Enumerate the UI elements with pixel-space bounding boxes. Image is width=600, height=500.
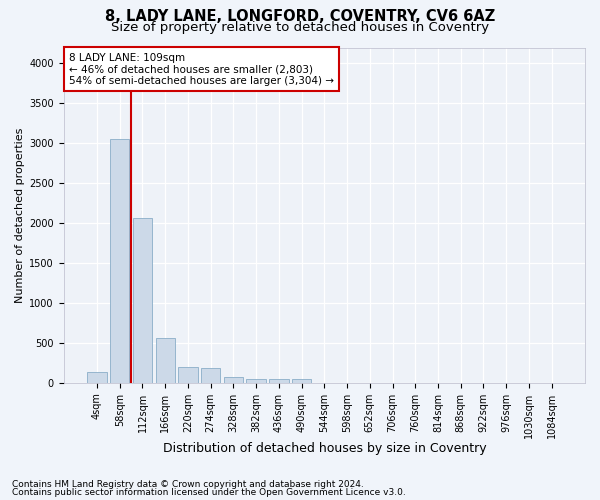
Y-axis label: Number of detached properties: Number of detached properties [15,128,25,303]
Bar [292,379,311,383]
Bar [110,138,130,383]
Bar [201,368,220,383]
Bar [224,378,243,383]
Bar [247,379,266,383]
Text: 8, LADY LANE, LONGFORD, COVENTRY, CV6 6AZ: 8, LADY LANE, LONGFORD, COVENTRY, CV6 6A… [105,9,495,24]
Text: Contains HM Land Registry data © Crown copyright and database right 2024.: Contains HM Land Registry data © Crown c… [12,480,364,489]
X-axis label: Distribution of detached houses by size in Coventry: Distribution of detached houses by size … [163,442,486,455]
Bar [178,367,197,383]
Text: 8 LADY LANE: 109sqm
← 46% of detached houses are smaller (2,803)
54% of semi-det: 8 LADY LANE: 109sqm ← 46% of detached ho… [69,52,334,86]
Bar [133,218,152,383]
Text: Size of property relative to detached houses in Coventry: Size of property relative to detached ho… [111,22,489,35]
Bar [269,379,289,383]
Bar [88,372,107,383]
Bar [155,338,175,383]
Text: Contains public sector information licensed under the Open Government Licence v3: Contains public sector information licen… [12,488,406,497]
